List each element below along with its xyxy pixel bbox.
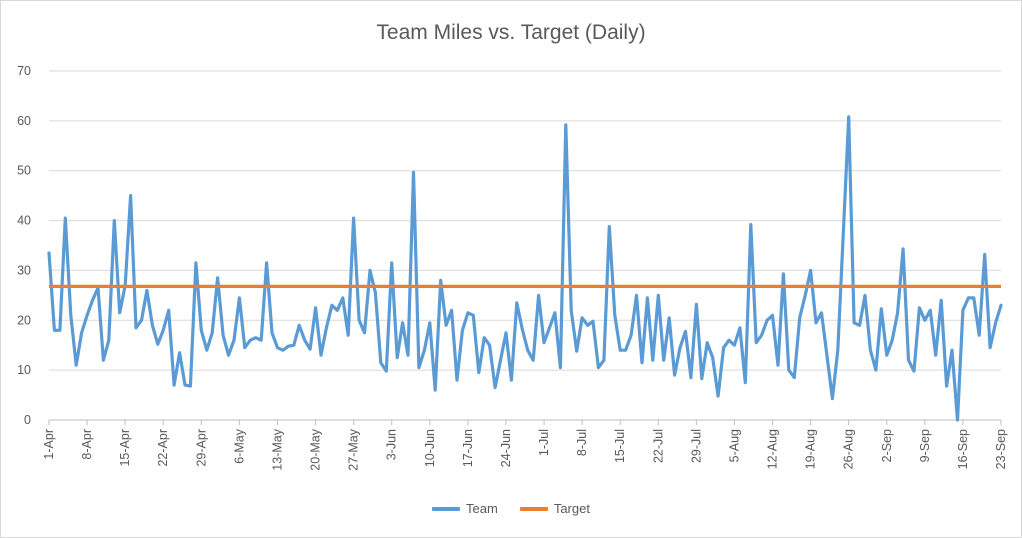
x-tick-label: 17-Jun (461, 429, 475, 467)
x-tick-label: 16-Sep (956, 429, 970, 469)
y-tick-label: 40 (17, 214, 31, 228)
x-tick-label: 23-Sep (994, 429, 1008, 469)
series-line-team (47, 115, 1003, 422)
y-tick-label: 0 (24, 413, 31, 427)
x-tick-label: 2-Sep (880, 429, 894, 462)
legend-label-team: Team (466, 501, 498, 516)
chart-legend: Team Target (1, 501, 1021, 516)
x-tick-label: 8-Jul (575, 429, 589, 456)
x-tick-label: 22-Apr (156, 429, 170, 467)
x-tick-label: 8-Apr (80, 429, 94, 460)
x-tick-label: 29-Jul (689, 429, 703, 463)
y-tick-label: 10 (17, 363, 31, 377)
x-tick-label: 13-May (270, 428, 284, 470)
chart-title: Team Miles vs. Target (Daily) (376, 21, 646, 44)
x-tick-label: 26-Aug (842, 429, 856, 469)
y-tick-label: 50 (17, 164, 31, 178)
y-tick-label: 70 (17, 64, 31, 78)
x-tick-label: 1-Jul (537, 429, 551, 456)
x-tick-label: 15-Apr (118, 429, 132, 467)
x-tick-label: 20-May (309, 428, 323, 470)
y-tick-label: 60 (17, 114, 31, 128)
legend-swatch-target (519, 506, 548, 511)
x-tick-label: 3-Jun (385, 429, 399, 460)
x-tick-label: 12-Aug (766, 429, 780, 469)
x-tick-label: 27-May (347, 428, 361, 470)
legend-label-target: Target (553, 501, 590, 516)
x-tick-label: 29-Apr (194, 429, 208, 467)
x-tick-label: 5-Aug (727, 429, 741, 462)
x-tick-label: 1-Apr (42, 429, 56, 460)
legend-item-team: Team (432, 501, 498, 516)
x-tick-label: 9-Sep (918, 429, 932, 462)
x-tick-label: 15-Jul (613, 429, 627, 463)
legend-item-target: Target (519, 501, 590, 516)
x-tick-label: 10-Jun (423, 429, 437, 467)
y-tick-label: 30 (17, 263, 31, 277)
x-tick-label: 19-Aug (804, 429, 818, 469)
x-tick-label: 6-May (232, 428, 246, 463)
x-tick-label: 22-Jul (651, 429, 665, 463)
legend-swatch-team (432, 506, 461, 511)
x-tick-label: 24-Jun (499, 429, 513, 467)
y-tick-label: 20 (17, 313, 31, 327)
